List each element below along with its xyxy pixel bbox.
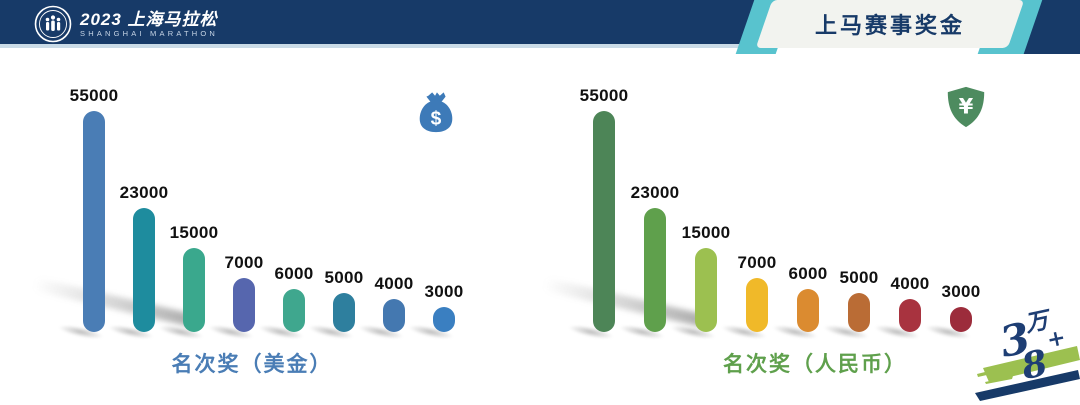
logo-subtitle: SHANGHAI MARATHON: [80, 29, 219, 38]
svg-text:¥: ¥: [959, 94, 974, 119]
prize-value-label: 5000: [324, 268, 364, 287]
prize-bar: [333, 293, 355, 332]
logo-title: 2023 上海马拉松: [80, 10, 218, 29]
prize-value-label: 55000: [579, 86, 629, 105]
marathon-emblem-icon: [34, 5, 72, 43]
prize-value-label: 4000: [374, 274, 414, 293]
title-banner: 上马赛事奖金: [755, 0, 1025, 48]
prize-bar: [233, 278, 255, 332]
prize-bar: [133, 208, 155, 332]
brush-logo-38k: 3 万 8 +: [975, 306, 1080, 401]
prize-value-label: 23000: [119, 183, 169, 202]
prize-bar: [283, 289, 305, 332]
chart-rmb-prizes: 55000 23000 15000 7000 6000 5000 4000 3000 ¥ 名次…: [530, 52, 1020, 405]
prize-value-label: 3000: [941, 282, 981, 301]
money-bag-dollar-icon: $: [419, 92, 453, 133]
prize-bar: [644, 208, 666, 332]
prize-bar: [950, 307, 972, 332]
prize-value-label: 5000: [839, 268, 879, 287]
shield-yuan-icon: ¥: [947, 86, 985, 128]
prize-bar: [695, 248, 717, 332]
prize-bar: [593, 111, 615, 332]
prize-bar: [797, 289, 819, 332]
bars-rmb: 55000 23000 15000 7000 6000 5000 4000 3000: [530, 52, 1020, 342]
prize-bar: [183, 248, 205, 332]
svg-text:+: +: [1045, 324, 1068, 353]
charts-area: 55000 23000 15000 7000 6000 5000 4000 3000 $ 名次…: [0, 52, 1080, 405]
page-title: 上马赛事奖金: [814, 13, 965, 38]
prize-value-label: 3000: [424, 282, 464, 301]
svg-text:$: $: [431, 108, 442, 129]
prize-value-label: 7000: [224, 253, 264, 272]
prize-bar: [848, 293, 870, 332]
prize-bar: [746, 278, 768, 332]
prize-value-label: 6000: [788, 264, 828, 283]
prize-value-label: 23000: [630, 183, 680, 202]
prize-bar: [383, 299, 405, 332]
prize-value-label: 15000: [169, 223, 219, 242]
svg-text:8: 8: [1017, 342, 1051, 389]
prize-value-label: 15000: [681, 223, 731, 242]
prize-value-label: 55000: [69, 86, 119, 105]
header-bar: 2023 上海马拉松 SHANGHAI MARATHON 上马赛事奖金: [0, 0, 1080, 54]
axis-label-usd: 名次奖（美金）: [171, 353, 333, 376]
prize-bar: [433, 307, 455, 332]
chart-usd-prizes: 55000 23000 15000 7000 6000 5000 4000 3000 $ 名次…: [20, 52, 510, 405]
prize-value-label: 4000: [890, 274, 930, 293]
prize-value-label: 6000: [274, 264, 314, 283]
bars-usd: 55000 23000 15000 7000 6000 5000 4000 3000: [20, 52, 510, 342]
axis-label-rmb: 名次奖（人民币）: [723, 353, 907, 376]
prize-bar: [899, 299, 921, 332]
prize-value-label: 7000: [737, 253, 777, 272]
logo-text: 2023 上海马拉松 SHANGHAI MARATHON: [80, 10, 218, 38]
prize-bar: [83, 111, 105, 332]
marathon-logo: 2023 上海马拉松 SHANGHAI MARATHON: [34, 5, 218, 43]
